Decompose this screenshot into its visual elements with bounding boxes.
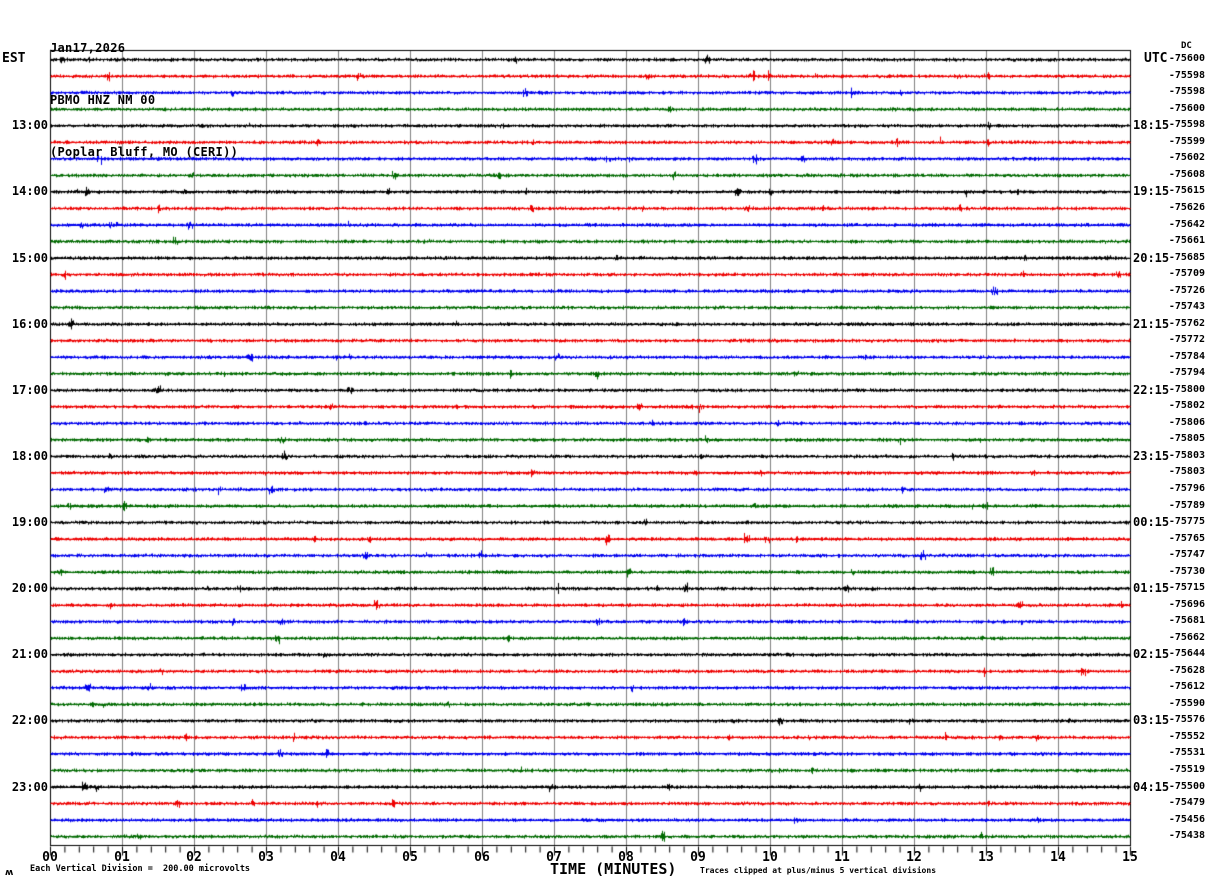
dc-offset-value: -75590 [1168, 698, 1205, 709]
left-timezone-label: EST [2, 51, 26, 66]
x-tick-label: 03 [258, 850, 274, 865]
dc-offset-value: -75709 [1168, 268, 1205, 279]
dc-offset-value: -75456 [1168, 814, 1205, 825]
dc-offset-value: -75612 [1168, 681, 1205, 692]
header-date: Jan17,2026 [50, 41, 126, 55]
est-hour-label: 14:00 [11, 184, 48, 198]
dc-offset-value: -75599 [1168, 136, 1205, 147]
dc-offset-value: -75531 [1168, 747, 1205, 758]
est-hour-label: 16:00 [11, 317, 48, 331]
dc-offset-value: -75803 [1168, 450, 1205, 461]
dc-offset-value: -75794 [1168, 367, 1205, 378]
dc-offset-value: -75802 [1168, 400, 1205, 411]
est-hour-label: 13:00 [11, 118, 48, 132]
est-hour-label: 20:00 [11, 581, 48, 595]
dc-offset-value: -75800 [1168, 384, 1205, 395]
dc-offset-value: -75608 [1168, 169, 1205, 180]
dc-offset-value: -75500 [1168, 781, 1205, 792]
utc-hour-label: 22:15 [1133, 383, 1170, 397]
utc-hour-label: 21:15 [1133, 317, 1170, 331]
dc-offset-value: -75765 [1168, 533, 1205, 544]
dc-offset-value: -75438 [1168, 830, 1205, 841]
x-tick-label: 06 [474, 850, 490, 865]
dc-offset-value: -75600 [1168, 103, 1205, 114]
dc-offset-value: -75806 [1168, 417, 1205, 428]
x-tick-label: 11 [834, 850, 850, 865]
corner-mark: ʍ [5, 868, 14, 878]
x-tick-label: 15 [1122, 850, 1138, 865]
dc-offset-value: -75730 [1168, 566, 1205, 577]
utc-hour-label: 23:15 [1133, 449, 1170, 463]
dc-offset-value: -75628 [1168, 665, 1205, 676]
utc-hour-label: 03:15 [1133, 713, 1170, 727]
dc-offset-value: -75715 [1168, 582, 1205, 593]
est-hour-label: 18:00 [11, 449, 48, 463]
dc-offset-value: -75789 [1168, 500, 1205, 511]
dc-offset-value: -75519 [1168, 764, 1205, 775]
dc-offset-value: -75681 [1168, 615, 1205, 626]
utc-hour-label: 19:15 [1133, 184, 1170, 198]
est-hour-label: 15:00 [11, 251, 48, 265]
dc-offset-value: -75642 [1168, 219, 1205, 230]
dc-offset-value: -75662 [1168, 632, 1205, 643]
x-tick-label: 12 [906, 850, 922, 865]
dc-offset-value: -75615 [1168, 185, 1205, 196]
dc-offset-value: -75479 [1168, 797, 1205, 808]
x-tick-label: 07 [546, 850, 562, 865]
right-timezone-label: UTC [1144, 51, 1168, 66]
dc-offset-value: -75726 [1168, 285, 1205, 296]
header: Jan17,2026 PBMO HNZ NM 00 (Poplar Bluff,… [50, 3, 238, 197]
dc-offset-value: -75775 [1168, 516, 1205, 527]
utc-hour-label: 01:15 [1133, 581, 1170, 595]
dc-offset-value: -75600 [1168, 53, 1205, 64]
dc-offset-value: -75803 [1168, 466, 1205, 477]
scale-note: Each Vertical Division = 200.00 microvol… [30, 864, 251, 874]
dc-offset-value: -75598 [1168, 70, 1205, 81]
dc-offset-value: -75602 [1168, 152, 1205, 163]
x-tick-label: 14 [1050, 850, 1066, 865]
dc-offset-value: -75762 [1168, 318, 1205, 329]
x-tick-label: 10 [762, 850, 778, 865]
header-station: PBMO HNZ NM 00 [50, 93, 156, 107]
est-hour-label: 22:00 [11, 713, 48, 727]
dc-offset-value: -75747 [1168, 549, 1205, 560]
x-tick-label: 08 [618, 850, 634, 865]
clip-note: Traces clipped at plus/minus 5 vertical … [700, 866, 937, 875]
header-location: (Poplar Bluff, MO (CERI)) [50, 145, 239, 159]
x-tick-label: 04 [330, 850, 346, 865]
dc-offset-value: -75805 [1168, 433, 1205, 444]
x-tick-label: 13 [978, 850, 994, 865]
x-tick-label: 00 [42, 850, 58, 865]
est-hour-label: 23:00 [11, 780, 48, 794]
est-hour-label: 17:00 [11, 383, 48, 397]
utc-hour-label: 00:15 [1133, 515, 1170, 529]
dc-offset-value: -75784 [1168, 351, 1205, 362]
x-tick-label: 02 [186, 850, 202, 865]
dc-offset-value: -75644 [1168, 648, 1205, 659]
x-tick-label: 01 [114, 850, 130, 865]
dc-offset-value: -75685 [1168, 252, 1205, 263]
x-tick-label: 05 [402, 850, 418, 865]
dc-offset-value: -75598 [1168, 86, 1205, 97]
est-hour-label: 19:00 [11, 515, 48, 529]
dc-offset-value: -75576 [1168, 714, 1205, 725]
dc-offset-value: -75598 [1168, 119, 1205, 130]
dc-column-header: DC [1181, 41, 1192, 51]
utc-hour-label: 04:15 [1133, 780, 1170, 794]
x-tick-label: 09 [690, 850, 706, 865]
dc-offset-value: -75552 [1168, 731, 1205, 742]
x-axis-title: TIME (MINUTES) [550, 860, 677, 878]
dc-offset-value: -75696 [1168, 599, 1205, 610]
utc-hour-label: 02:15 [1133, 647, 1170, 661]
dc-offset-value: -75772 [1168, 334, 1205, 345]
dc-offset-value: -75796 [1168, 483, 1205, 494]
utc-hour-label: 18:15 [1133, 118, 1170, 132]
dc-offset-value: -75743 [1168, 301, 1205, 312]
dc-offset-value: -75626 [1168, 202, 1205, 213]
est-hour-label: 21:00 [11, 647, 48, 661]
dc-offset-value: -75661 [1168, 235, 1205, 246]
utc-hour-label: 20:15 [1133, 251, 1170, 265]
